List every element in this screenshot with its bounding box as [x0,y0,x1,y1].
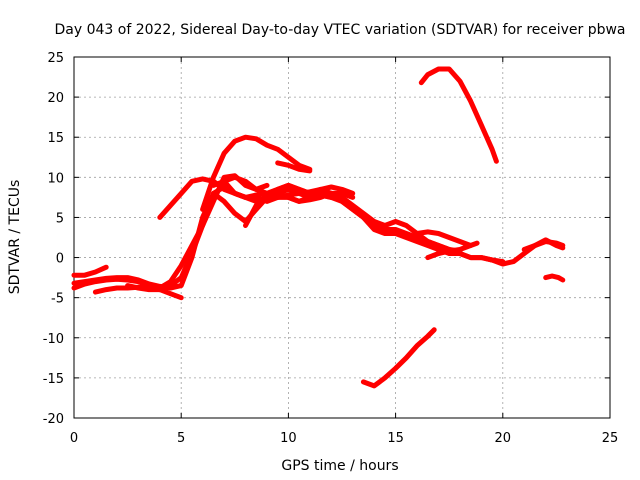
y-tick-label: 0 [56,252,64,267]
x-tick-label: 20 [495,431,512,446]
series-line-s10 [243,190,356,228]
chart-title: Day 043 of 2022, Sidereal Day-to-day VTE… [54,22,625,38]
y-tick-label: -5 [51,292,64,307]
series-line-s3 [71,264,109,278]
series-line-s14 [418,66,499,164]
x-tick-label: 15 [387,431,404,446]
y-tick-label: 15 [47,131,64,146]
x-tick-label: 25 [602,431,619,446]
y-axis-label: SDTVAR / TECUs [7,180,23,295]
y-tick-label: 5 [56,211,64,226]
y-tick-label: 25 [47,51,64,66]
x-axis: 0 5 10 15 20 25 [70,57,618,446]
x-tick-label: 0 [70,431,78,446]
x-tick-label: 10 [280,431,297,446]
series-line-s7 [200,134,313,212]
plot-frame [73,56,611,419]
series-line-s11 [275,160,313,174]
y-tick-label: 10 [47,171,64,186]
x-tick-label: 5 [177,431,185,446]
x-axis-label: GPS time / hours [281,458,398,474]
y-tick-label: 20 [47,91,64,106]
series-line-s17 [543,273,566,283]
series-line-s13 [425,240,480,261]
series-line-s12 [414,229,474,248]
series-line-s16 [521,237,566,252]
y-tick-label: -20 [43,412,64,427]
series-group [71,66,566,389]
y-tick-label: -10 [43,332,64,347]
series-line-s15 [360,327,437,389]
y-tick-label: -15 [43,372,64,387]
grid [74,57,610,418]
y-axis: -20 -15 -10 -5 0 5 10 15 20 25 [43,51,610,427]
